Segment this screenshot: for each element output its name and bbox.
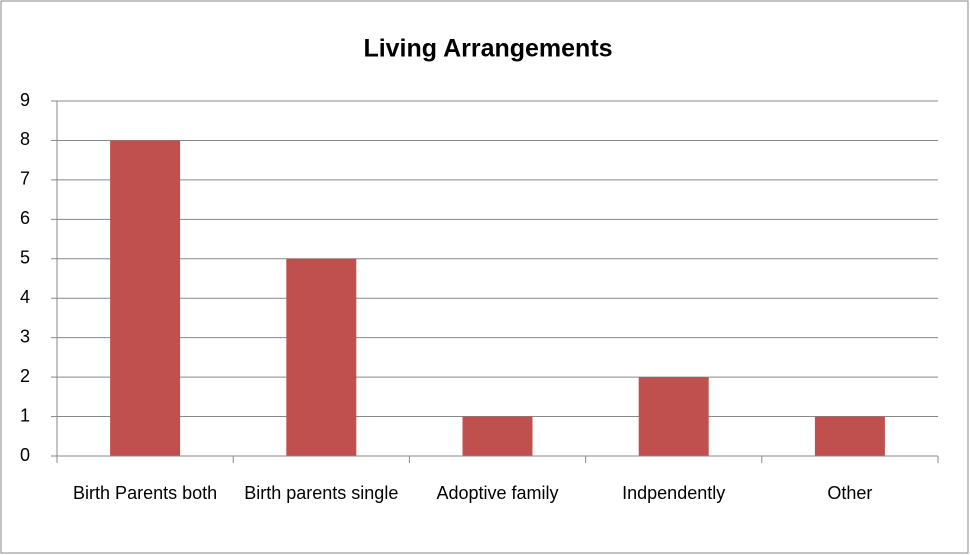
y-tick-label: 6: [20, 208, 30, 228]
y-tick-label: 8: [20, 129, 30, 149]
bar: [110, 140, 181, 456]
y-tick-label: 0: [20, 445, 30, 465]
y-tick-label: 4: [20, 287, 30, 307]
bar: [638, 377, 709, 456]
chart-title: Living Arrangements: [363, 35, 612, 63]
y-tick-label: 2: [20, 366, 30, 386]
x-tick-label: Other: [827, 483, 873, 503]
y-tick-label: 5: [20, 248, 30, 268]
x-tick-label: Birth Parents both: [73, 483, 218, 503]
x-tick-label: Indpendently: [622, 483, 726, 503]
y-tick-label: 9: [20, 90, 30, 110]
x-tick-label: Birth parents single: [244, 483, 399, 503]
bar: [814, 416, 885, 456]
x-tick-label: Adoptive family: [436, 483, 559, 503]
y-tick-label: 1: [20, 405, 30, 425]
bar: [286, 258, 357, 456]
y-tick-label: 7: [20, 169, 30, 189]
bar: [462, 416, 533, 456]
y-tick-label: 3: [20, 326, 30, 346]
